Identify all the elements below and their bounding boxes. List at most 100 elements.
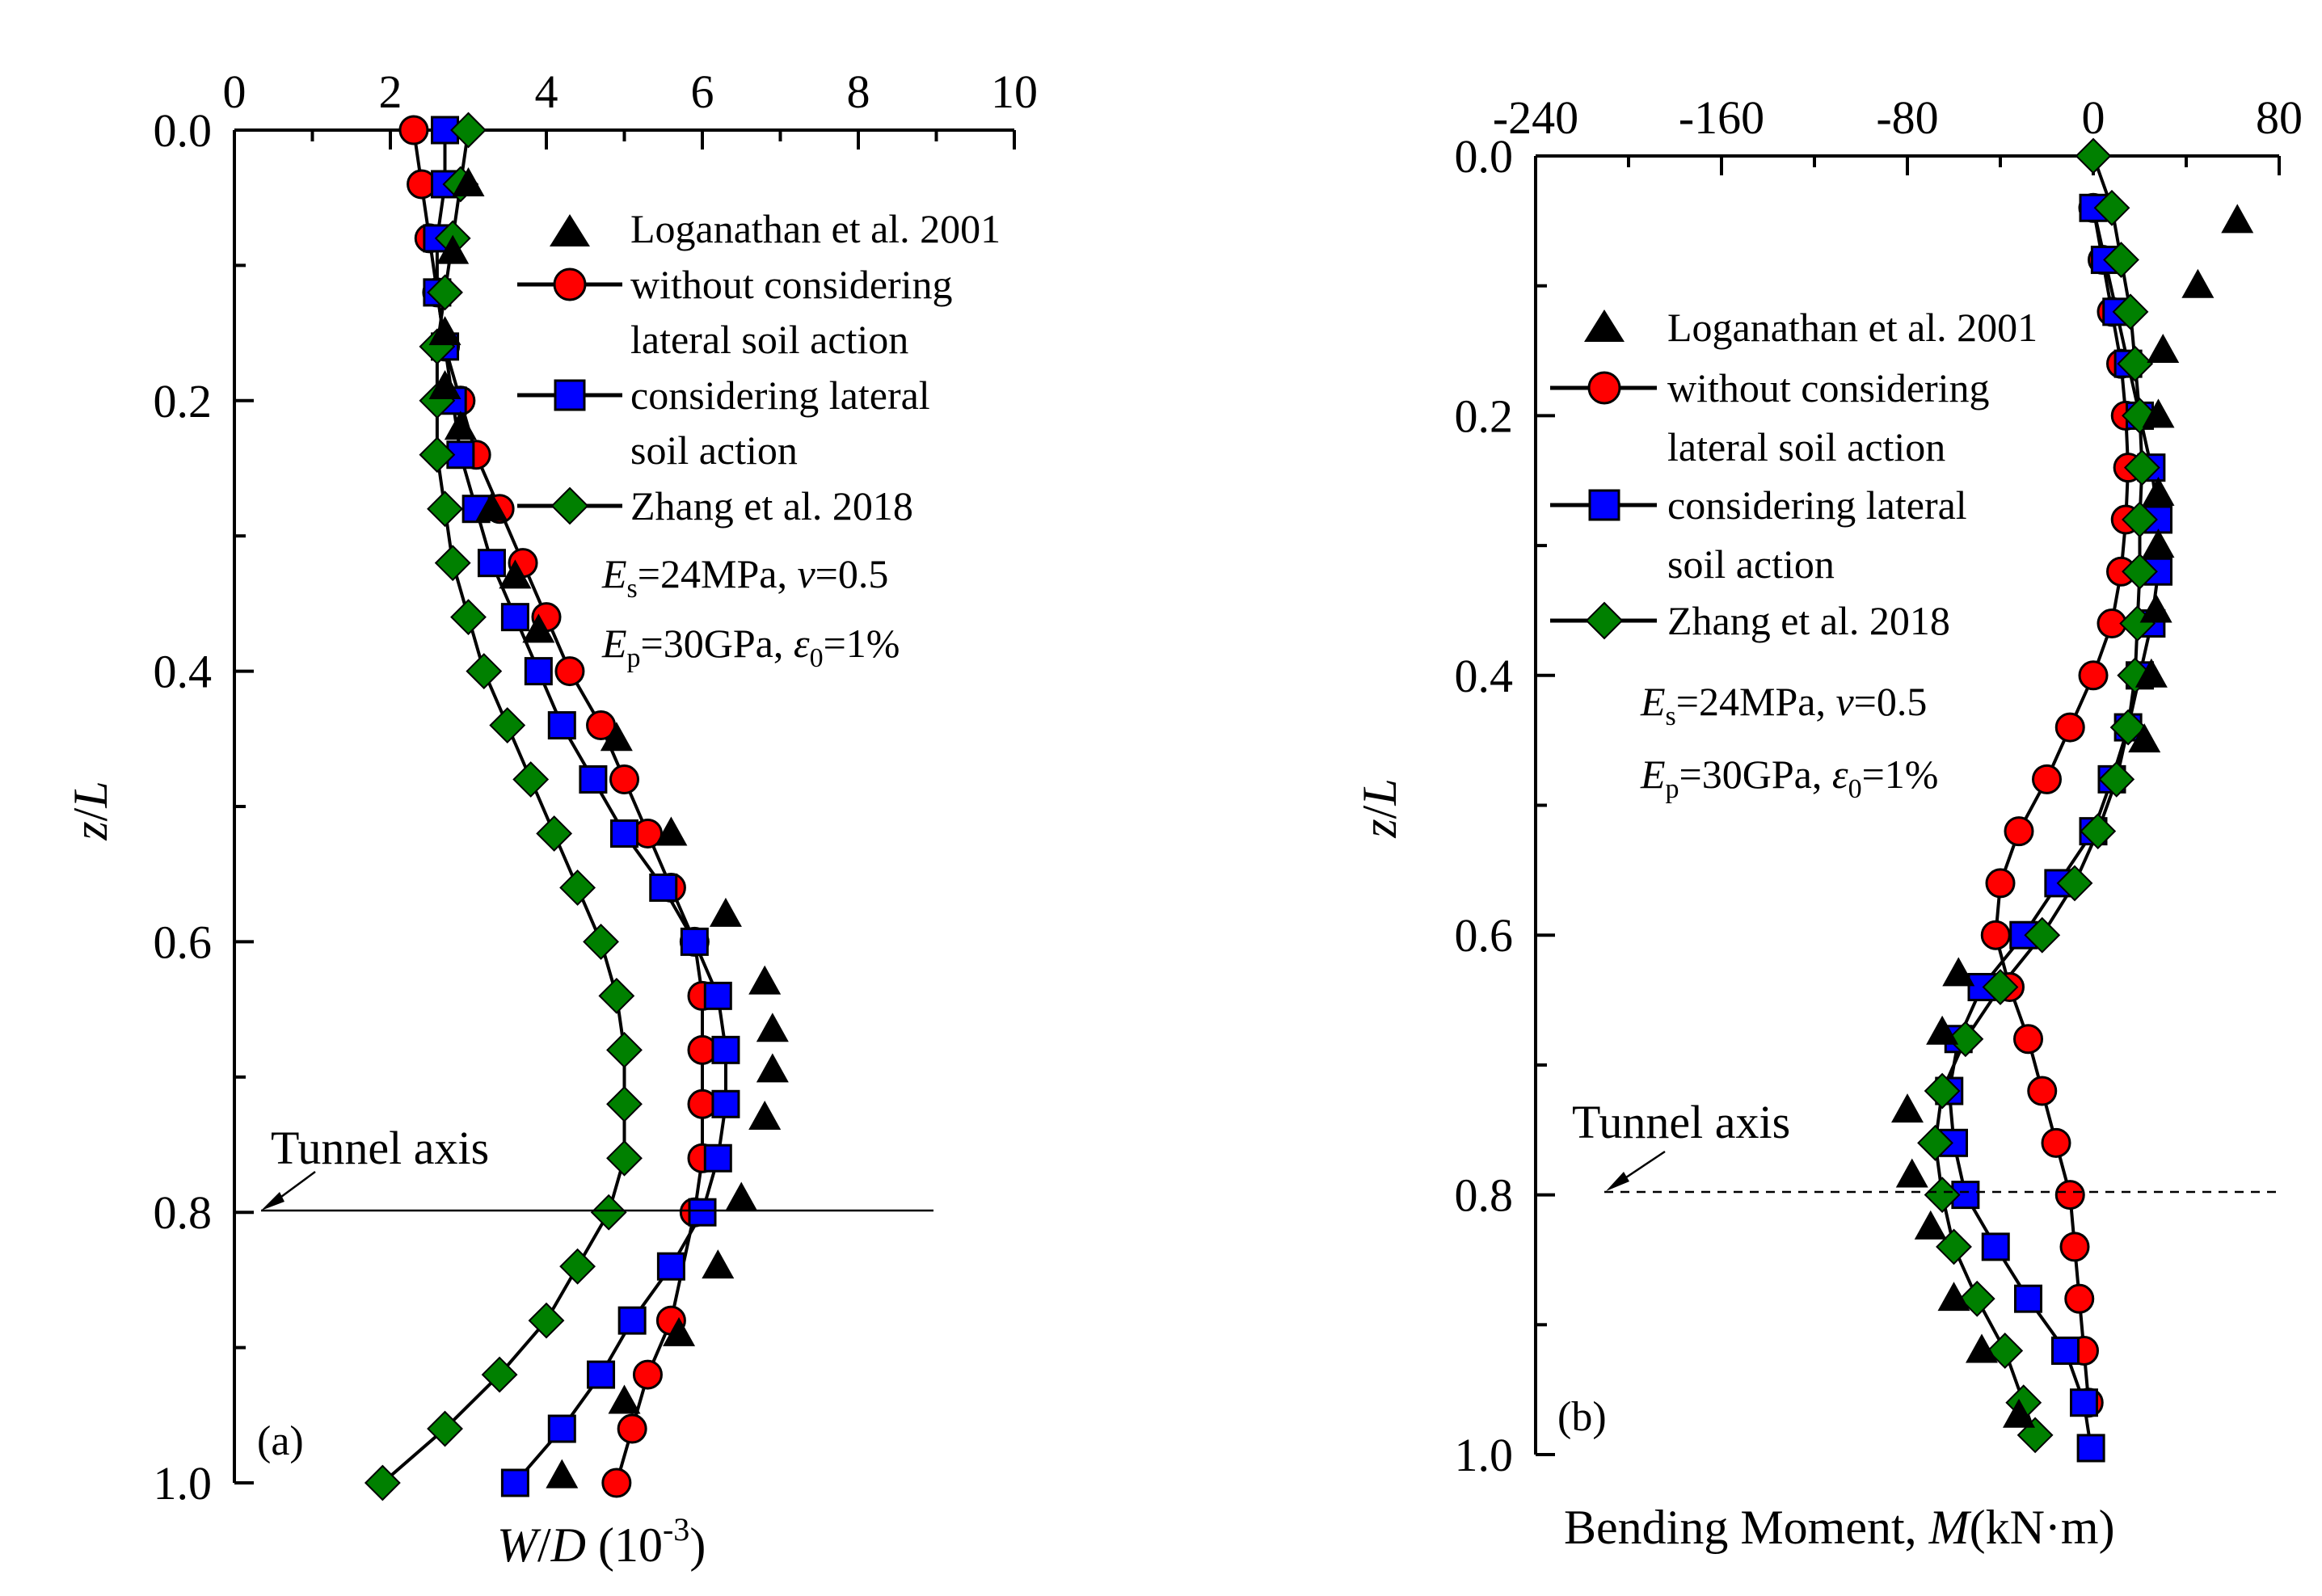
point-diamond bbox=[2056, 865, 2093, 902]
point-triangle bbox=[1926, 1015, 1959, 1045]
point-square bbox=[2070, 1388, 2098, 1417]
point-square bbox=[711, 1035, 740, 1064]
point-diamond bbox=[2093, 189, 2130, 226]
y-tick-label: 0.8 bbox=[1455, 1169, 1514, 1222]
point-diamond bbox=[2024, 916, 2061, 954]
point-triangle bbox=[2181, 268, 2215, 298]
point-diamond bbox=[1987, 1333, 2024, 1369]
point-triangle bbox=[546, 1459, 579, 1489]
point-triangle bbox=[436, 234, 470, 264]
point-triangle bbox=[2147, 334, 2180, 364]
panel-a-tick-labels: 0 2 4 6 8 10 0.0 0.2 0.4 0.6 0.8 1.0 bbox=[154, 65, 1039, 1510]
point-square bbox=[703, 981, 732, 1010]
point-diamond bbox=[489, 707, 526, 743]
point-diamond bbox=[2080, 813, 2117, 850]
panel-a-xlabel: W/D (10-3) bbox=[497, 1511, 706, 1572]
point-triangle bbox=[444, 411, 477, 440]
series-line-diamond bbox=[381, 129, 626, 1484]
point-diamond bbox=[450, 112, 487, 149]
point-circle bbox=[398, 115, 429, 145]
point-circle bbox=[2013, 1024, 2043, 1055]
point-triangle bbox=[709, 897, 742, 927]
point-square bbox=[579, 765, 608, 794]
point-diamond bbox=[606, 1139, 643, 1177]
point-square bbox=[2076, 1434, 2105, 1463]
point-triangle bbox=[756, 1053, 789, 1083]
point-triangle bbox=[1937, 1282, 1970, 1312]
point-square bbox=[688, 1198, 717, 1227]
point-triangle bbox=[1942, 957, 1975, 987]
legend-a-loganathan-marker bbox=[550, 214, 590, 246]
legend-b-loganathan-label: Loganathan et al. 2001 bbox=[1667, 305, 2038, 350]
point-triangle bbox=[2128, 723, 2161, 753]
point-diamond bbox=[583, 923, 619, 960]
legend-b-zhang-label: Zhang et al. 2018 bbox=[1667, 598, 1950, 643]
point-diamond bbox=[427, 491, 463, 528]
point-diamond bbox=[512, 761, 550, 798]
point-diamond bbox=[466, 653, 503, 690]
y-tick-label: 0.2 bbox=[154, 375, 213, 427]
panel-b-param-ep-eps: Ep=30GPa, ε0=1% bbox=[1640, 752, 1938, 804]
point-triangle bbox=[428, 370, 461, 400]
point-circle bbox=[609, 764, 639, 795]
point-square bbox=[587, 1360, 616, 1389]
point-diamond bbox=[2103, 242, 2139, 278]
point-square bbox=[656, 1252, 685, 1281]
x-tick-label: -160 bbox=[1679, 91, 1764, 144]
panel-b-param-es-nu: Es=24MPa, v=0.5 bbox=[1640, 679, 1927, 731]
point-triangle bbox=[608, 1384, 641, 1414]
panel-b-tunnel-axis-arrow bbox=[1606, 1150, 1666, 1191]
point-diamond bbox=[1947, 1021, 1984, 1058]
x-tick-label: 0 bbox=[223, 65, 247, 118]
x-tick-label: -80 bbox=[1876, 91, 1938, 144]
panel-a-series bbox=[364, 112, 789, 1501]
point-circle bbox=[1985, 868, 2016, 899]
x-tick-label: 10 bbox=[991, 65, 1038, 118]
point-triangle bbox=[725, 1181, 758, 1211]
point-diamond bbox=[427, 274, 463, 311]
legend-b-loganathan-marker bbox=[1584, 310, 1625, 342]
point-circle bbox=[554, 656, 585, 687]
point-diamond bbox=[1958, 1280, 1995, 1317]
legend-b-without-marker bbox=[1587, 371, 1621, 405]
point-triangle bbox=[702, 1249, 735, 1279]
legend-a-without-label-line1: without considering bbox=[630, 262, 953, 307]
x-tick-label: -240 bbox=[1493, 91, 1578, 144]
y-tick-label: 0.6 bbox=[154, 916, 213, 968]
point-diamond bbox=[598, 977, 635, 1014]
panel-b-legend: Loganathan et al. 2001 without consideri… bbox=[1550, 305, 2038, 643]
point-square bbox=[2051, 1336, 2080, 1365]
point-triangle bbox=[475, 491, 508, 521]
panel-b-tick-labels: -240 -160 -80 0 80 0.0 0.2 0.4 0.6 0.8 1.0 bbox=[1455, 91, 2303, 1481]
legend-a-considering-label-line2: soil action bbox=[630, 427, 798, 473]
point-square bbox=[649, 873, 678, 902]
point-triangle bbox=[2003, 1398, 2035, 1428]
y-tick-label: 0.8 bbox=[154, 1186, 213, 1239]
point-circle bbox=[2054, 1180, 2085, 1211]
legend-a-considering-label-line1: considering lateral bbox=[630, 373, 930, 418]
panel-b-label: (b) bbox=[1557, 1394, 1607, 1440]
point-square bbox=[2014, 1284, 2042, 1313]
legend-b-considering-label-line1: considering lateral bbox=[1667, 482, 1967, 528]
legend-b-considering-label-line2: soil action bbox=[1667, 541, 1835, 587]
point-square bbox=[703, 1143, 732, 1173]
point-diamond bbox=[590, 1194, 627, 1231]
point-triangle bbox=[748, 965, 782, 995]
panel-b: -240 -160 -80 0 80 0.0 0.2 0.4 0.6 0.8 1.0 (b) Tun… bbox=[1353, 91, 2303, 1554]
point-diamond bbox=[1917, 1124, 1953, 1161]
point-square bbox=[680, 927, 709, 956]
point-square bbox=[547, 1414, 576, 1443]
y-tick-label: 0.4 bbox=[1455, 650, 1514, 702]
point-diamond bbox=[2122, 553, 2158, 590]
x-tick-label: 6 bbox=[691, 65, 714, 118]
point-diamond bbox=[2122, 501, 2158, 538]
panel-a-param-ep-eps: Ep=30GPa, ε0=1% bbox=[601, 621, 900, 673]
point-triangle bbox=[1914, 1210, 1947, 1240]
point-triangle bbox=[428, 316, 461, 346]
point-diamond bbox=[364, 1464, 401, 1501]
legend-a-considering-marker bbox=[554, 379, 586, 411]
point-triangle bbox=[2142, 476, 2175, 506]
legend-b-without-label-line2: lateral soil action bbox=[1667, 424, 1945, 470]
point-circle bbox=[601, 1468, 632, 1498]
point-circle bbox=[2027, 1076, 2058, 1106]
